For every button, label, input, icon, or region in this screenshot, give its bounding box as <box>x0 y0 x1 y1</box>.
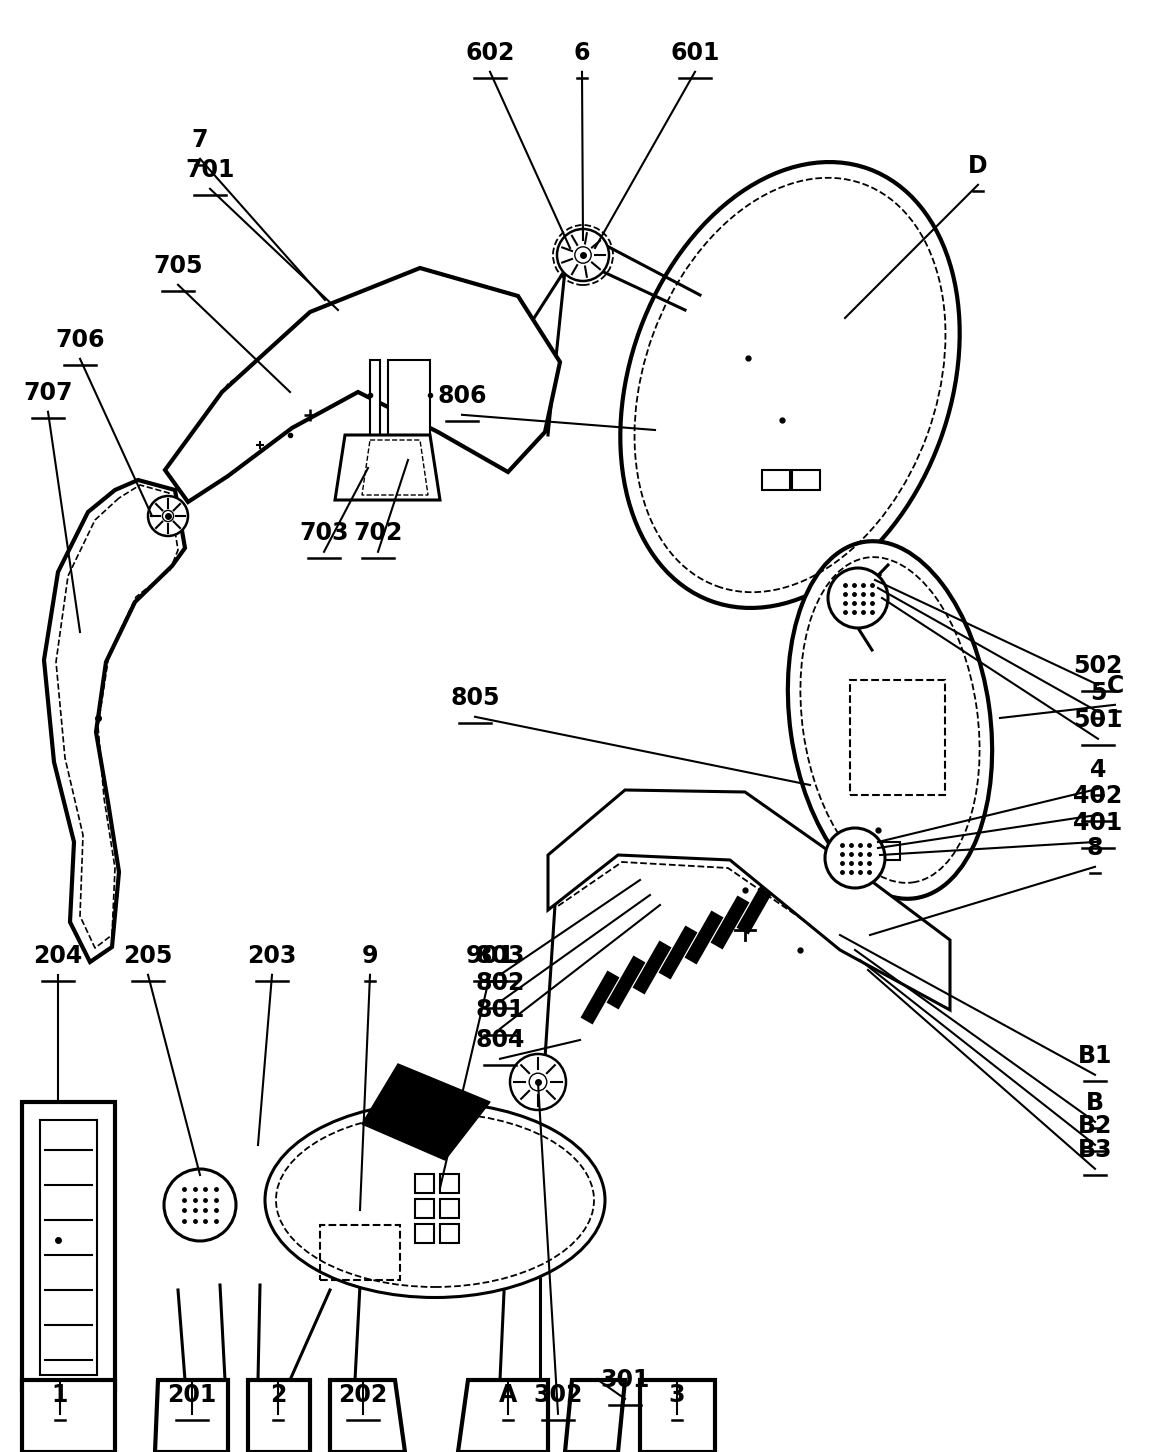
Text: 602: 602 <box>465 41 515 65</box>
Text: 805: 805 <box>450 685 500 710</box>
Text: 201: 201 <box>168 1382 217 1407</box>
Text: 203: 203 <box>247 944 297 968</box>
Circle shape <box>828 568 888 629</box>
Circle shape <box>825 828 885 889</box>
Polygon shape <box>22 1379 115 1452</box>
Bar <box>320 1225 400 1281</box>
Text: 806: 806 <box>437 383 487 408</box>
Bar <box>878 842 901 860</box>
Ellipse shape <box>620 163 960 608</box>
Bar <box>440 1224 459 1243</box>
Polygon shape <box>22 1102 115 1390</box>
Bar <box>440 1175 459 1194</box>
Polygon shape <box>362 1064 490 1160</box>
Polygon shape <box>640 1379 715 1452</box>
Text: C: C <box>1107 674 1123 698</box>
Polygon shape <box>44 481 185 963</box>
Polygon shape <box>336 436 440 499</box>
Text: 5: 5 <box>1089 681 1107 706</box>
Polygon shape <box>548 790 949 1011</box>
Polygon shape <box>458 1379 548 1452</box>
Text: 601: 601 <box>670 41 720 65</box>
Ellipse shape <box>788 542 993 899</box>
Text: 502: 502 <box>1073 653 1123 678</box>
Text: 8: 8 <box>1087 836 1103 860</box>
Text: 202: 202 <box>338 1382 388 1407</box>
Bar <box>440 1199 459 1218</box>
Text: B2: B2 <box>1078 1114 1113 1138</box>
Text: A: A <box>499 1382 517 1407</box>
Text: 401: 401 <box>1073 812 1123 835</box>
Circle shape <box>574 247 591 263</box>
Text: 802: 802 <box>475 971 524 995</box>
Text: 205: 205 <box>123 944 172 968</box>
Text: 2: 2 <box>270 1382 287 1407</box>
Polygon shape <box>165 269 560 502</box>
Text: 3: 3 <box>669 1382 685 1407</box>
Text: 7: 7 <box>192 128 209 152</box>
Text: 706: 706 <box>55 328 105 351</box>
Polygon shape <box>330 1379 405 1452</box>
Text: 302: 302 <box>534 1382 582 1407</box>
Circle shape <box>557 229 609 282</box>
Bar <box>415 1199 435 1218</box>
Text: 204: 204 <box>34 944 83 968</box>
Polygon shape <box>565 1379 624 1452</box>
Text: 701: 701 <box>185 158 234 182</box>
Text: B: B <box>1086 1090 1104 1115</box>
Polygon shape <box>248 1379 310 1452</box>
Text: 705: 705 <box>154 254 203 277</box>
Polygon shape <box>155 1379 228 1452</box>
Circle shape <box>510 1054 566 1109</box>
Circle shape <box>148 497 188 536</box>
Text: B1: B1 <box>1078 1044 1113 1069</box>
Text: 501: 501 <box>1073 709 1123 732</box>
Text: 1: 1 <box>51 1382 69 1407</box>
Bar <box>762 470 790 489</box>
Text: D: D <box>968 154 988 179</box>
Text: 804: 804 <box>475 1028 524 1053</box>
Text: 803: 803 <box>475 944 524 968</box>
Ellipse shape <box>264 1102 605 1298</box>
Bar <box>415 1224 435 1243</box>
Circle shape <box>162 511 174 521</box>
Text: 6: 6 <box>573 41 591 65</box>
Bar <box>850 680 945 796</box>
Text: 703: 703 <box>299 521 348 544</box>
Bar <box>415 1175 435 1194</box>
Text: 901: 901 <box>465 944 515 968</box>
Text: 301: 301 <box>600 1368 650 1392</box>
Text: 402: 402 <box>1073 784 1123 807</box>
Text: B3: B3 <box>1078 1138 1113 1162</box>
Polygon shape <box>388 360 430 489</box>
Text: 707: 707 <box>23 380 72 405</box>
Text: 801: 801 <box>475 998 524 1022</box>
Circle shape <box>164 1169 236 1241</box>
Text: 4: 4 <box>1089 758 1107 783</box>
Bar <box>792 470 820 489</box>
Polygon shape <box>370 360 380 489</box>
Circle shape <box>529 1073 546 1090</box>
Text: 702: 702 <box>353 521 403 544</box>
Text: 9: 9 <box>362 944 379 968</box>
Bar <box>852 842 874 860</box>
